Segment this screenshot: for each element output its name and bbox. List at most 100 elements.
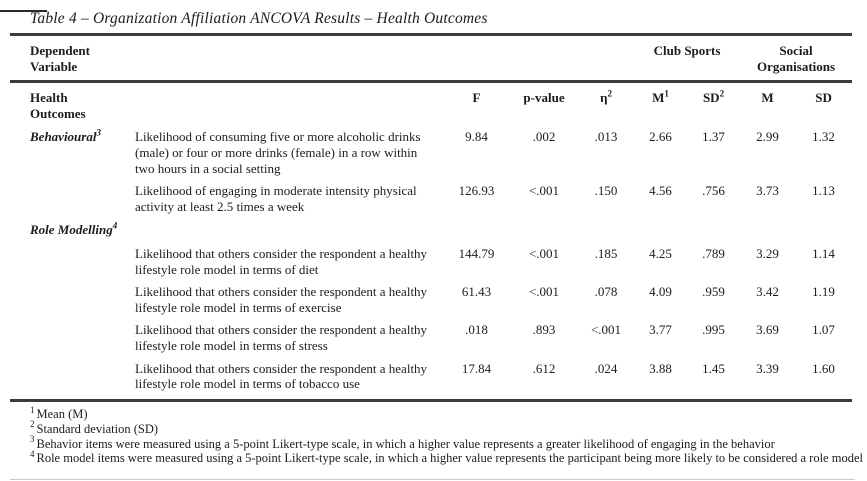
table-row-behavioural-activity: Likelihood of engaging in moderate inten…	[10, 183, 852, 221]
col-header-club-mean: M1	[634, 82, 687, 130]
section-label-text: Behavioural	[30, 129, 97, 145]
cell-eta-squared: .024	[594, 360, 618, 376]
outcome-description: Likelihood of engaging in moderate inten…	[135, 183, 417, 214]
section-row-role-modelling: Role Modelling4	[10, 221, 852, 246]
col-header-f-label: F	[472, 90, 481, 106]
cell-p-value: <.001	[528, 284, 560, 300]
cell-social-sd: 1.07	[812, 322, 835, 338]
cell-f: 17.84	[461, 360, 492, 376]
section-label-empty	[10, 322, 135, 360]
cell-social-sd: 1.60	[812, 360, 835, 376]
cell-p-value: <.001	[528, 183, 560, 199]
cell-p-value: .002	[532, 129, 556, 145]
section-label-behavioural: Behavioural3	[10, 129, 135, 183]
cell-social-sd: 1.13	[812, 183, 835, 199]
col-header-f: F	[443, 82, 510, 130]
outcome-description: Likelihood that others consider the resp…	[135, 322, 428, 353]
col-header-p-value: p-value	[510, 82, 578, 130]
cell-social-mean: 3.29	[756, 245, 779, 261]
cell-social-sd: 1.14	[812, 245, 835, 261]
section-label-text: Role Modelling	[30, 222, 113, 238]
footnote-text: Mean (M)	[36, 406, 88, 421]
footnote-sd: 2 Standard deviation (SD)	[30, 419, 867, 437]
col-header-club-mean-sup: 1	[664, 88, 669, 99]
cell-club-mean: 3.88	[649, 360, 672, 376]
cell-club-sd: 1.45	[702, 360, 725, 376]
cell-social-mean: 3.73	[756, 183, 779, 199]
footnote-role-model-scale: 4 Role model items were measured using a …	[30, 449, 867, 466]
col-header-social-mean-label: M	[761, 90, 774, 106]
section-label-empty	[10, 246, 135, 284]
table-row-role-model-stress: Likelihood that others consider the resp…	[10, 322, 852, 360]
col-header-social-sd-label: SD	[815, 90, 832, 106]
social-organisations-group-header: Social Organisations	[740, 34, 853, 84]
cell-eta-squared: .013	[594, 129, 618, 145]
section-label-empty	[10, 361, 135, 401]
bottom-edge-line	[10, 479, 855, 480]
cell-eta-squared: .078	[594, 284, 618, 300]
footnotes: 1 Mean (M) 2 Standard deviation (SD) 3 Beha…	[30, 405, 867, 467]
section-label-sup: 4	[112, 221, 118, 232]
cell-club-mean: 4.09	[649, 284, 672, 300]
table-row-role-model-exercise: Likelihood that others consider the resp…	[10, 284, 852, 322]
club-sports-group-header: Club Sports	[634, 34, 741, 84]
cell-social-mean: 3.42	[756, 284, 779, 300]
footnote-text: Role model items were measured using a 5…	[36, 451, 863, 466]
cell-club-mean: 3.77	[649, 322, 672, 338]
footnote-text: Behavior items were measured using a 5-p…	[36, 436, 775, 451]
col-header-club-mean-label: M	[652, 90, 665, 106]
top-edge-line	[0, 10, 47, 12]
table-row-role-model-tobacco: Likelihood that others consider the resp…	[10, 361, 852, 401]
cell-club-sd: 1.37	[702, 129, 725, 145]
health-outcomes-header: Health Outcomes	[30, 90, 86, 121]
cell-eta-squared: .150	[594, 183, 618, 199]
cell-p-value: .612	[532, 360, 556, 376]
cell-social-sd: 1.32	[812, 129, 835, 145]
cell-social-mean: 2.99	[756, 129, 779, 145]
table-title-text: Table 4 – Organization Affiliation ANCOV…	[30, 10, 488, 27]
cell-club-mean: 4.56	[649, 183, 672, 199]
cell-eta-squared: .185	[594, 245, 618, 261]
cell-eta-squared: <.001	[590, 322, 622, 338]
col-header-social-mean: M	[740, 82, 795, 130]
group-header-row: Dependent Variable Club Sports Social Or…	[10, 34, 853, 84]
cell-social-sd: 1.19	[812, 284, 835, 300]
footnote-text: Standard deviation (SD)	[36, 421, 159, 436]
footnote-marker: 3	[30, 434, 35, 445]
cell-club-sd: .959	[702, 284, 725, 300]
section-label-role-modelling: Role Modelling4	[10, 221, 852, 246]
outcome-description: Likelihood that others consider the resp…	[135, 360, 428, 392]
column-header-row: Health Outcomes F p-value η2 M1 SD2 M SD	[10, 82, 852, 130]
dependent-variable-header: Dependent Variable	[10, 34, 444, 84]
ancova-results-table: Dependent Variable Club Sports Social Or…	[10, 33, 853, 402]
col-header-social-sd: SD	[795, 82, 852, 130]
cell-f: 144.79	[458, 245, 495, 261]
footnote-behavior-scale: 3 Behavior items were measured using a 5-…	[30, 434, 867, 452]
outcome-description: Likelihood that others consider the resp…	[135, 284, 428, 315]
footnote-marker: 4	[30, 449, 35, 460]
col-header-eta-squared: η2	[578, 82, 634, 130]
cell-social-mean: 3.39	[756, 360, 779, 376]
outcome-description: Likelihood that others consider the resp…	[135, 245, 428, 277]
footnote-mean: 1 Mean (M)	[30, 405, 867, 422]
cell-f: 126.93	[458, 183, 495, 199]
footnote-marker: 2	[30, 419, 35, 430]
cell-club-mean: 4.25	[649, 245, 672, 261]
cell-social-mean: 3.69	[756, 322, 779, 338]
section-label-empty	[10, 183, 135, 221]
cell-p-value: <.001	[528, 245, 560, 261]
outcome-description: Likelihood of consuming five or more alc…	[135, 129, 421, 176]
section-label-empty	[10, 284, 135, 322]
col-header-club-sd-label: SD	[702, 90, 720, 106]
cell-club-sd: .789	[702, 245, 725, 261]
col-header-club-sd: SD2	[687, 82, 740, 130]
col-header-eta-label: η	[600, 90, 608, 106]
col-header-eta-sup: 2	[607, 88, 612, 99]
col-header-p-value-label: p-value	[523, 90, 565, 106]
group-header-spacer	[443, 34, 635, 84]
cell-p-value: .893	[532, 322, 556, 338]
section-label-sup: 3	[96, 128, 101, 139]
table-title: Table 4 – Organization Affiliation ANCOV…	[30, 10, 867, 28]
cell-f: 9.84	[465, 129, 488, 145]
table-row-role-model-diet: Likelihood that others consider the resp…	[10, 246, 852, 284]
